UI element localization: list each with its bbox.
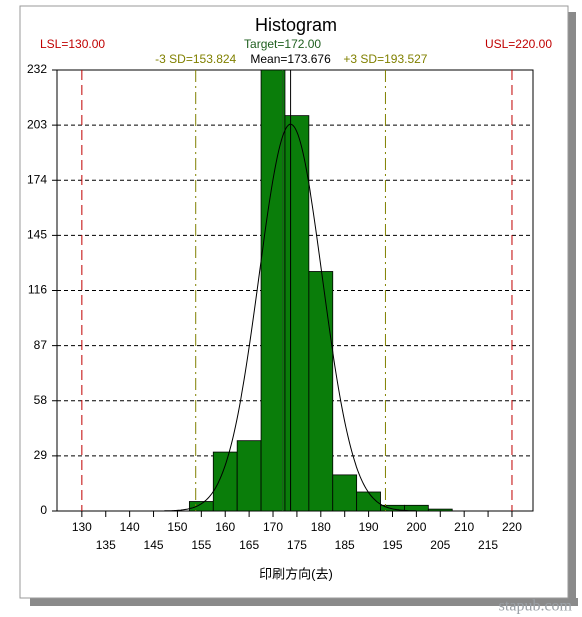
bar bbox=[332, 474, 358, 512]
y-tick-label: 87 bbox=[34, 338, 48, 352]
x-tick-label: 155 bbox=[191, 538, 211, 552]
x-tick-label: 195 bbox=[382, 538, 402, 552]
y-tick-label: 29 bbox=[34, 448, 48, 462]
bar bbox=[284, 115, 310, 512]
bar bbox=[236, 440, 262, 512]
bar bbox=[404, 504, 429, 512]
x-tick-label: 215 bbox=[478, 538, 498, 552]
x-tick-label: 170 bbox=[263, 520, 283, 534]
reference-label: -3 SD=153.824 bbox=[155, 52, 236, 66]
reference-label: +3 SD=193.527 bbox=[343, 52, 427, 66]
x-tick-label: 130 bbox=[72, 520, 92, 534]
frame-shadow bbox=[568, 12, 576, 606]
y-tick-label: 145 bbox=[27, 228, 47, 242]
y-tick-label: 0 bbox=[40, 503, 47, 517]
reference-label: Target=172.00 bbox=[244, 37, 321, 51]
y-tick-label: 58 bbox=[34, 393, 48, 407]
x-tick-label: 220 bbox=[502, 520, 522, 534]
x-tick-label: 200 bbox=[406, 520, 426, 534]
x-tick-label: 175 bbox=[287, 538, 307, 552]
x-tick-label: 160 bbox=[215, 520, 235, 534]
y-tick-label: 174 bbox=[27, 172, 47, 186]
reference-label: Mean=173.676 bbox=[250, 52, 331, 66]
x-tick-label: 190 bbox=[359, 520, 379, 534]
y-tick-label: 232 bbox=[27, 62, 47, 76]
bar bbox=[427, 508, 453, 512]
x-tick-label: 165 bbox=[239, 538, 259, 552]
x-axis-label: 印刷方向(去) bbox=[259, 566, 333, 581]
normal-curve bbox=[164, 123, 417, 512]
bar bbox=[308, 271, 334, 512]
x-tick-label: 145 bbox=[144, 538, 164, 552]
x-tick-label: 210 bbox=[454, 520, 474, 534]
frame-shadow bbox=[30, 598, 578, 606]
y-tick-label: 116 bbox=[28, 283, 47, 297]
bar bbox=[212, 451, 238, 512]
bar bbox=[188, 501, 214, 512]
reference-label: LSL=130.00 bbox=[40, 37, 105, 51]
x-tick-label: 150 bbox=[167, 520, 187, 534]
x-tick-label: 205 bbox=[430, 538, 450, 552]
x-tick-label: 180 bbox=[311, 520, 331, 534]
y-tick-label: 203 bbox=[27, 117, 47, 131]
reference-label: USL=220.00 bbox=[485, 37, 552, 51]
x-tick-label: 140 bbox=[120, 520, 140, 534]
x-tick-label: 135 bbox=[96, 538, 116, 552]
chart-title: Histogram bbox=[255, 15, 337, 35]
x-tick-label: 185 bbox=[335, 538, 355, 552]
bar bbox=[260, 69, 286, 512]
watermark: stapub.com bbox=[499, 598, 573, 615]
